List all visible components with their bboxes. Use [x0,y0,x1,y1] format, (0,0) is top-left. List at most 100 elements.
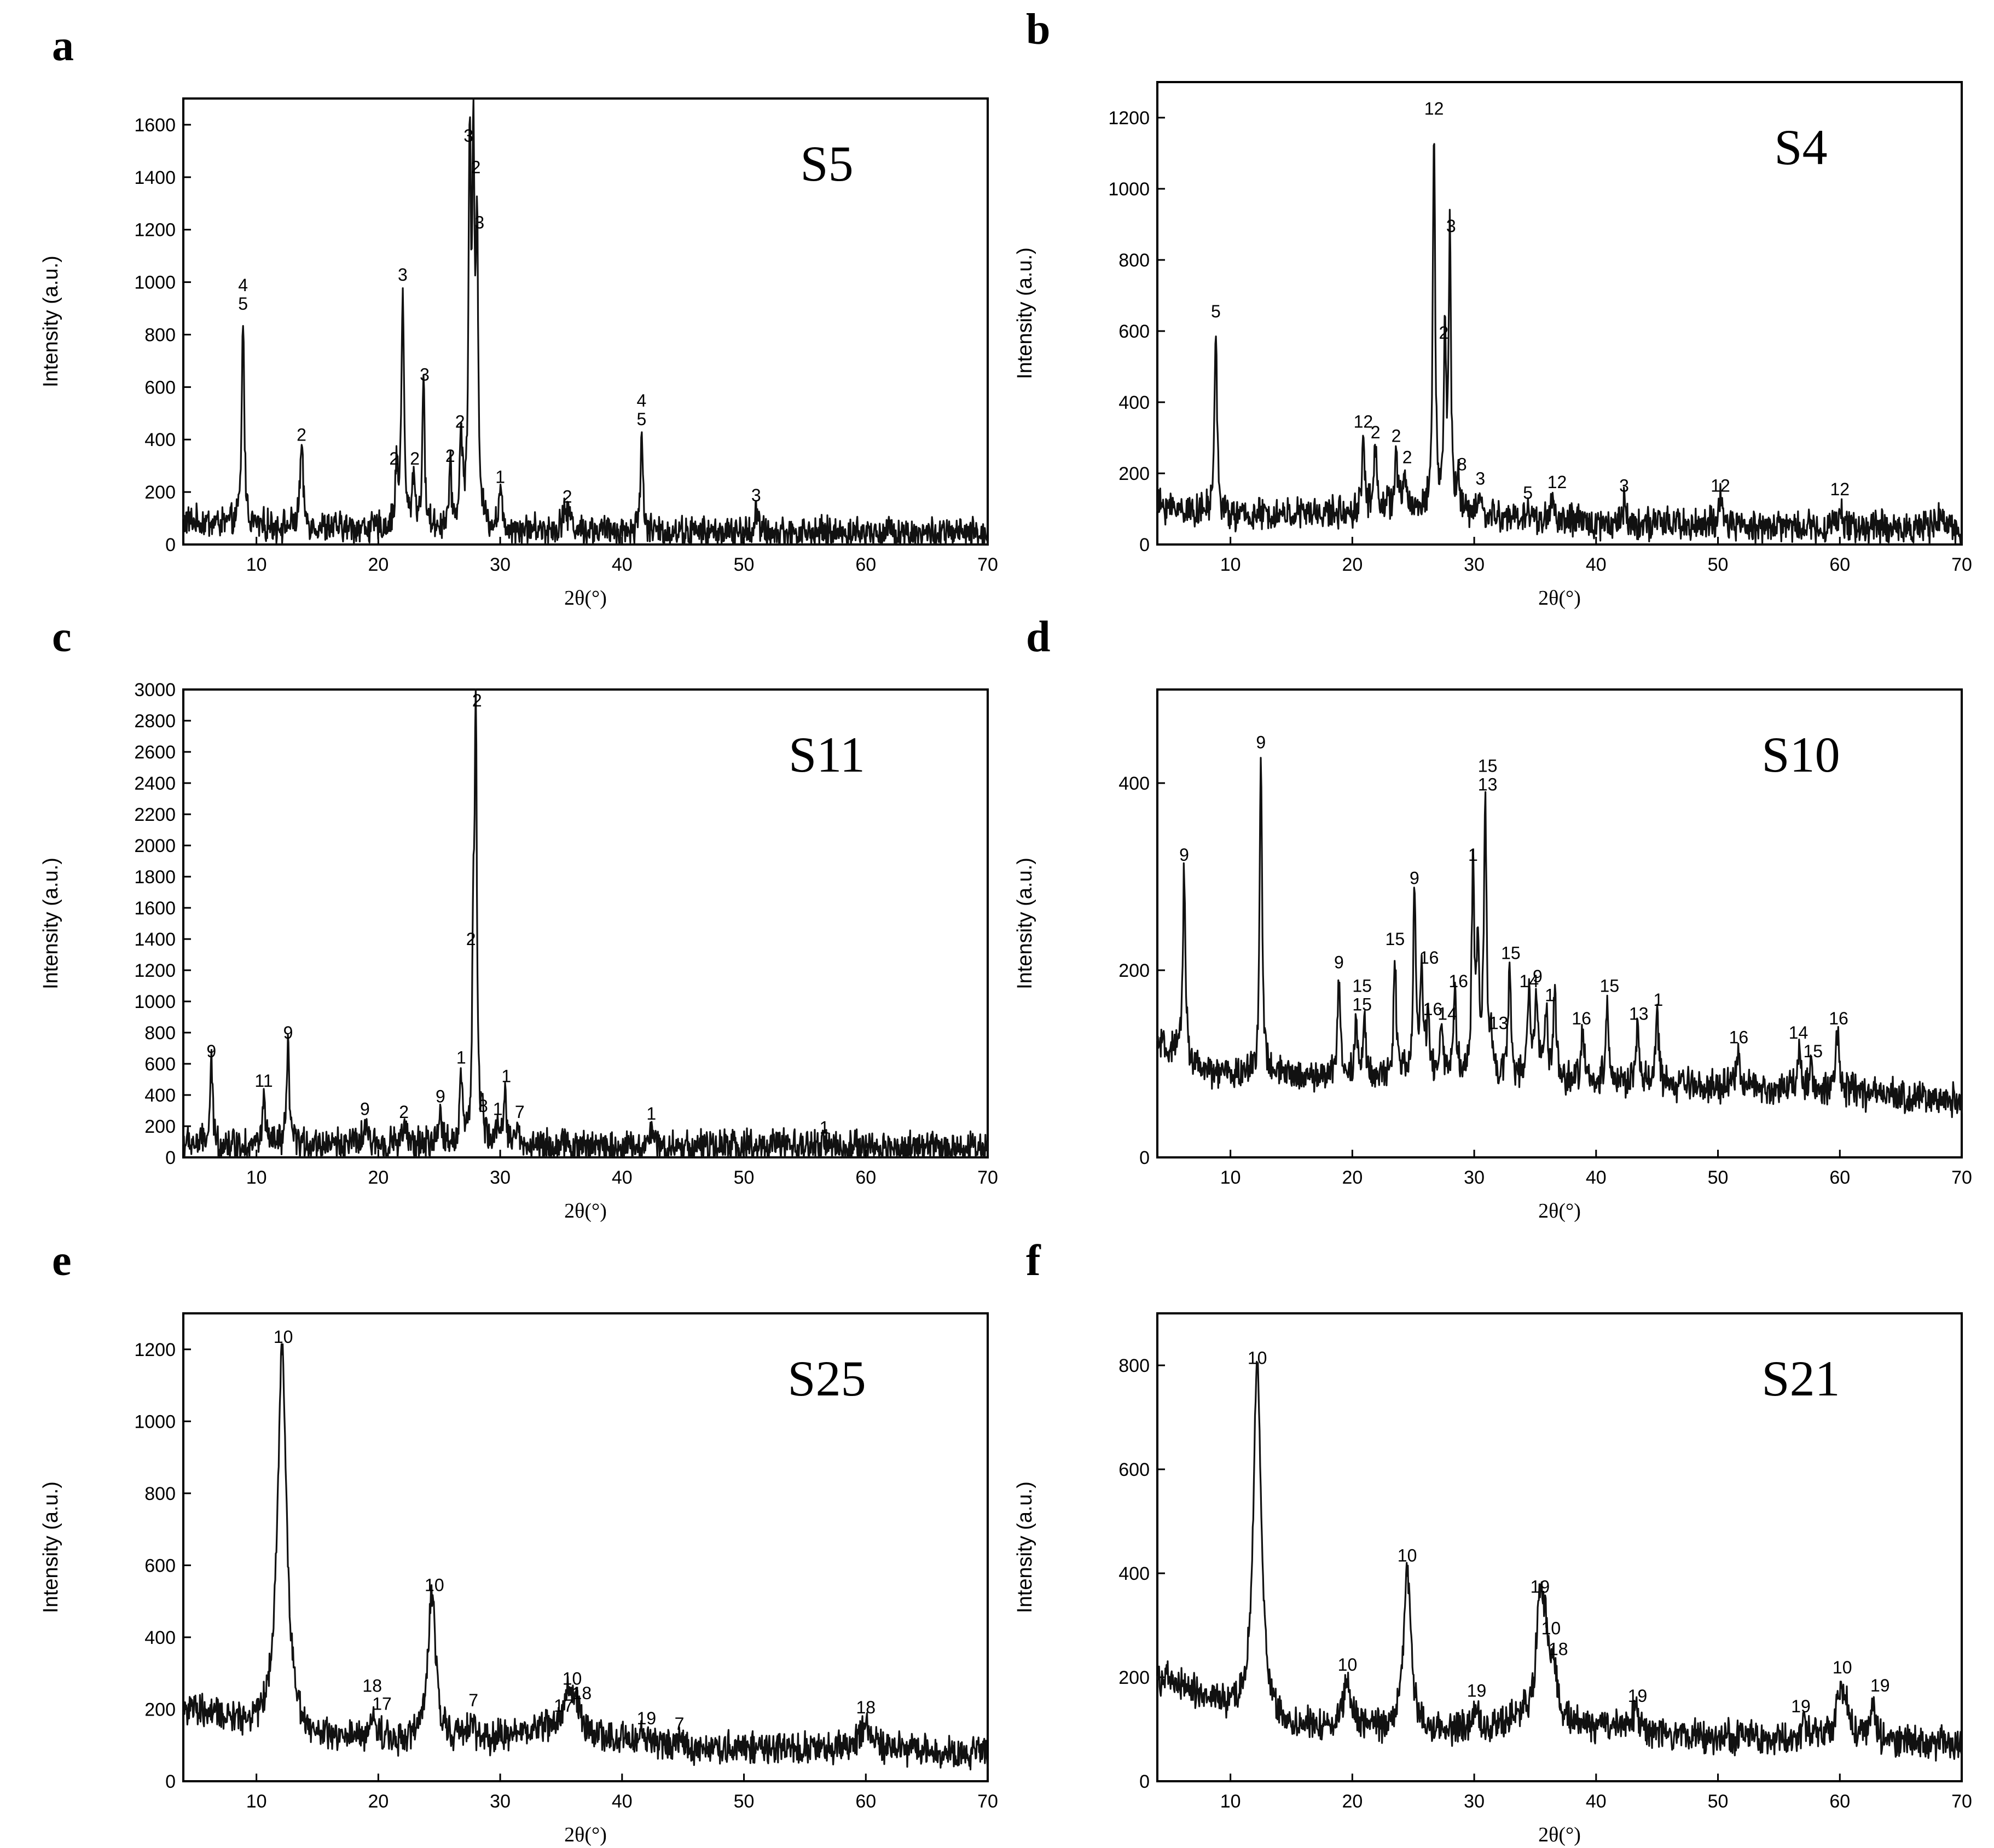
y-tick-label: 200 [144,482,176,503]
y-tick-label: 400 [144,430,176,450]
peak-label: 9 [206,1041,216,1061]
peak-label: 2 [445,446,455,466]
peak-label: 18 [1549,1640,1568,1659]
xrd-trace [1156,1360,1963,1762]
y-axis-title: Intensity (a.u.) [39,256,62,387]
x-axis-title: 2θ(°) [1538,1823,1581,1846]
peak-label: 2 [472,691,482,710]
y-tick-label: 1200 [134,960,176,981]
peak-label: 9 [360,1099,370,1119]
x-tick-label: 40 [612,1791,633,1812]
x-tick-label: 30 [490,1791,511,1812]
peak-label: 14 [1789,1023,1808,1042]
sample-label: S5 [800,136,853,192]
peak-label: 10 [1833,1658,1852,1677]
peak-label: 13 [1629,1004,1649,1024]
peak-label: 17 [372,1694,392,1714]
y-tick-label: 1000 [134,1411,176,1432]
x-tick-label: 30 [490,1167,511,1188]
y-axis-title: Intensity (a.u.) [1013,1481,1036,1613]
peak-label: 19 [1791,1696,1811,1716]
peak-label: 4 [637,391,647,410]
peak-label: 15 [1352,976,1372,996]
peak-label: 16 [1572,1009,1591,1028]
plot-frame [1156,688,1963,1158]
sample-label: S25 [787,1351,866,1406]
peak-label: 9 [1410,868,1419,888]
x-axis-title: 2θ(°) [564,1823,607,1846]
peak-label: 16 [1448,971,1468,991]
peak-label: 1 [820,1118,830,1138]
x-axis-title: 2θ(°) [1538,1200,1581,1223]
peak-label: 10 [1338,1655,1358,1675]
peak-label: 10 [1541,1619,1561,1638]
y-tick-label: 600 [144,1555,176,1576]
y-tick-label: 600 [1118,321,1150,342]
y-tick-label: 2400 [134,773,176,794]
x-tick-label: 50 [1708,1167,1729,1188]
sample-label: S21 [1761,1351,1840,1406]
peak-label: 4 [238,275,248,295]
x-tick-label: 40 [1586,1791,1607,1812]
peak-label: 5 [238,294,248,314]
x-tick-label: 50 [734,1791,755,1812]
peak-label: 16 [1419,948,1439,968]
y-tick-label: 600 [144,1054,176,1075]
peak-label: 3 [1475,469,1485,489]
peak-label: 1 [493,1099,503,1119]
panel-letter: f [1026,1237,1041,1285]
panel-b: b S4 10 20 30 40 50 60 70 0 200 400 600 800 1000 1200 2θ… [1013,5,1972,610]
y-tick-label: 600 [144,377,176,398]
peak-label: 12 [1711,476,1730,496]
peak-label: 2 [466,929,476,949]
y-tick-label: 1400 [134,929,176,950]
x-tick-label: 60 [855,1791,876,1812]
sample-label: S11 [789,727,865,783]
x-tick-label: 30 [1464,1791,1485,1812]
y-tick-label: 800 [1118,1355,1150,1376]
panel-letter: c [52,613,72,661]
y-tick-label: 200 [144,1116,176,1137]
peak-label: 15 [1501,943,1521,963]
plot-frame [182,97,989,546]
panel-d: d S10 10 20 30 40 50 60 70 0 200 400 2θ(°) Intensity … [1013,613,1972,1223]
y-tick-label: 2000 [134,836,176,856]
x-axis-title: 2θ(°) [564,587,607,610]
x-tick-label: 10 [246,554,267,575]
peak-label: 12 [1547,472,1567,492]
xrd-trace [1156,757,1963,1119]
peak-label: 14 [1520,971,1539,991]
peak-label: 9 [1256,733,1266,752]
plot-frame [182,1312,989,1782]
peak-label: 9 [436,1087,445,1107]
peak-label: 18 [362,1676,382,1696]
peak-label: 19 [637,1708,657,1728]
peak-label: 15 [1600,976,1620,995]
peak-label: 7 [468,1690,478,1710]
x-tick-label: 70 [1951,1167,1972,1188]
y-tick-label: 200 [1118,464,1150,484]
y-tick-label: 3000 [134,680,176,700]
x-tick-label: 40 [612,1167,633,1188]
peak-label: 19 [1870,1676,1890,1695]
x-tick-label: 30 [490,554,511,575]
peak-label: 10 [1398,1546,1417,1566]
y-tick-label: 400 [1118,392,1150,413]
peak-label: 2 [1439,323,1449,343]
peak-label: 19 [1628,1686,1648,1706]
y-tick-label: 200 [1118,960,1150,981]
peak-label: 2 [399,1102,409,1122]
x-tick-label: 40 [1586,554,1607,575]
x-tick-label: 10 [1220,1791,1241,1812]
peak-label: 3 [420,364,430,384]
peak-label: 1 [1468,845,1478,865]
panel-c: c S11 10 20 30 40 50 60 70 0 200 400 600 800 1000 1200 1… [39,613,998,1223]
x-tick-label: 60 [1829,1791,1850,1812]
panel-letter: d [1026,613,1051,661]
peak-label: 3 [463,126,473,146]
x-tick-label: 40 [612,554,633,575]
peak-label: 14 [1437,1004,1457,1024]
x-tick-label: 50 [734,1167,755,1188]
peak-label: 17 [554,1696,573,1716]
